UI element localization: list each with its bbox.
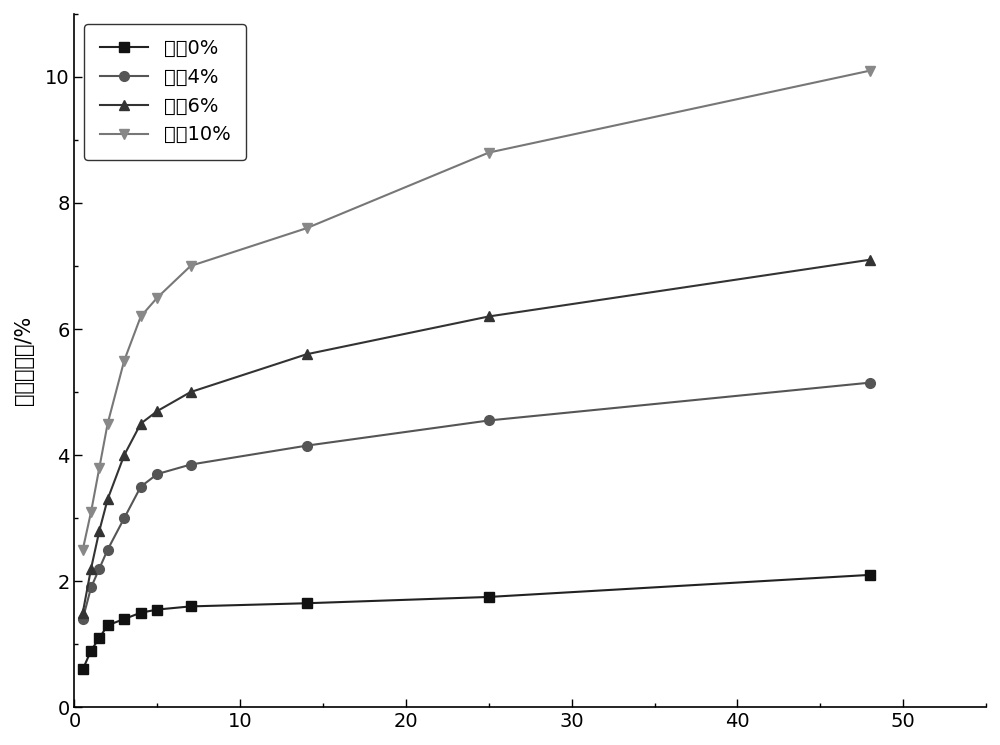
Y-axis label: 降低含水量/%: 降低含水量/% xyxy=(14,316,34,405)
石瀇4% xyxy=(151,469,163,478)
石瀇0% xyxy=(118,615,130,624)
Legend: 石瀇0%, 石瀇4%, 石瀇6%, 石灰10%: 石瀇0%, 石瀇4%, 石瀇6%, 石灰10% xyxy=(84,24,246,160)
石瀇4% xyxy=(483,416,495,425)
石瀇0% xyxy=(102,621,114,630)
石瀇6% xyxy=(301,350,313,359)
Line: 石瀇0%: 石瀇0% xyxy=(78,570,875,674)
石瀇0% xyxy=(483,592,495,601)
石瀇6% xyxy=(135,419,147,428)
石灰10% xyxy=(118,356,130,365)
Line: 石瀇4%: 石瀇4% xyxy=(78,378,875,624)
石灰10% xyxy=(864,66,876,75)
石瀇6% xyxy=(93,526,105,535)
石瀇6% xyxy=(864,256,876,264)
石灰10% xyxy=(102,419,114,428)
石瀇0% xyxy=(301,599,313,608)
石瀇6% xyxy=(77,608,89,617)
石瀇4% xyxy=(85,583,97,592)
石瀇0% xyxy=(185,602,197,611)
石灰10% xyxy=(185,261,197,270)
Line: 石灰10%: 石灰10% xyxy=(78,66,875,554)
石瀇6% xyxy=(118,451,130,460)
石瀇4% xyxy=(185,460,197,469)
石瀇4% xyxy=(135,482,147,491)
石瀇0% xyxy=(151,605,163,614)
石灰10% xyxy=(77,545,89,554)
石瀇0% xyxy=(864,571,876,580)
石瀇4% xyxy=(864,378,876,387)
石灰10% xyxy=(151,293,163,302)
石瀇0% xyxy=(93,633,105,642)
石瀇4% xyxy=(93,564,105,573)
石瀇4% xyxy=(118,514,130,523)
石灰10% xyxy=(301,224,313,232)
石瀇0% xyxy=(85,646,97,655)
石瀇4% xyxy=(301,441,313,450)
石灰10% xyxy=(483,148,495,157)
石灰10% xyxy=(85,507,97,516)
石瀇0% xyxy=(135,608,147,617)
石瀇4% xyxy=(77,615,89,624)
石灰10% xyxy=(93,463,105,472)
石灰10% xyxy=(135,312,147,321)
石瀇6% xyxy=(483,312,495,321)
石瀇6% xyxy=(151,407,163,416)
石瀇0% xyxy=(77,665,89,674)
石瀇6% xyxy=(102,495,114,504)
石瀇4% xyxy=(102,545,114,554)
石瀇6% xyxy=(185,387,197,396)
Line: 石瀇6%: 石瀇6% xyxy=(78,255,875,618)
石瀇6% xyxy=(85,564,97,573)
